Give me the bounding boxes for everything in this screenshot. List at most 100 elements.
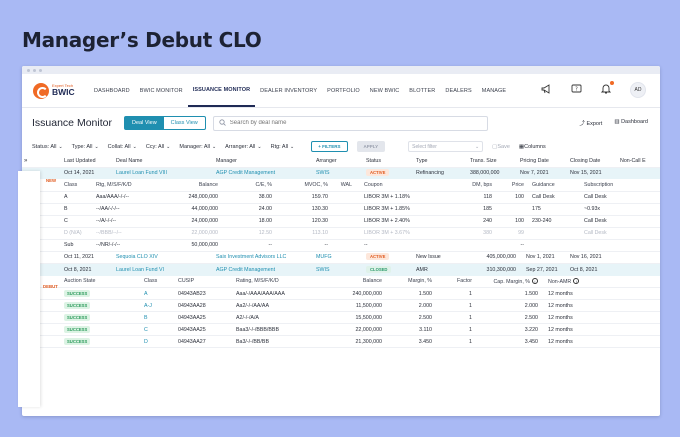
columns-icon: ▦ bbox=[518, 143, 525, 150]
save-button[interactable]: ▢ Save bbox=[492, 143, 510, 150]
class-view-button[interactable]: Class View bbox=[170, 120, 198, 126]
deal1-classes-table: Class Rtg, M/S/F/K/D Balance C/E, % MVOC… bbox=[22, 179, 660, 252]
expand-all-icon[interactable]: » bbox=[22, 155, 40, 168]
chevron-down-icon: ⌄ bbox=[166, 143, 171, 150]
class-link[interactable]: B bbox=[142, 311, 176, 324]
nav-issuance-monitor[interactable]: ISSUANCE MONITOR bbox=[187, 74, 256, 107]
class-link[interactable]: C bbox=[142, 323, 176, 336]
filter-bar: Status: All ⌄ Type: All ⌄ Collat: All ⌄ Ccy… bbox=[22, 138, 660, 155]
nav-dealers[interactable]: DEALERS bbox=[445, 87, 472, 94]
status-badge: SUCCESS bbox=[64, 289, 91, 297]
manager-link[interactable]: Saix Investment Advisors LLC bbox=[214, 251, 314, 264]
status-badge: SUCCESS bbox=[64, 325, 91, 333]
col-trans-size[interactable]: Trans. Size bbox=[468, 155, 518, 168]
class-link[interactable]: D bbox=[142, 335, 176, 348]
highlight-strip bbox=[18, 171, 40, 407]
class-row: D (N/A) --/BBB/--/-- 22,000,000 12.50 113.10… bbox=[22, 227, 660, 240]
select-filter-dropdown[interactable]: Select filter ⌄ bbox=[408, 141, 484, 152]
col-manager[interactable]: Manager bbox=[214, 155, 314, 168]
arranger-link[interactable]: MUFG bbox=[314, 251, 364, 264]
manager-link[interactable]: AGP Credit Management bbox=[214, 263, 314, 276]
columns-button[interactable]: ▦ Columns bbox=[518, 143, 546, 150]
logo[interactable]: Expert Tech BWIC bbox=[33, 82, 89, 99]
manager-link[interactable]: AGP Credit Management bbox=[214, 167, 314, 179]
table-row[interactable]: ⌄ Oct 8, 2021 Laurel Loan Fund VI AGP Cr… bbox=[22, 263, 660, 276]
chart-icon: ▥ bbox=[614, 119, 622, 125]
apply-button[interactable]: APPLY bbox=[356, 141, 386, 152]
filter-arranger[interactable]: Arranger: All ⌄ bbox=[225, 143, 262, 150]
class-row: SUCCESS B 04943AA25 A2/-/-/A/A 15,500,000 2.5… bbox=[22, 311, 660, 324]
class-row: C --/A/-/-/-- 24,000,000 18.00 120.30 LIBOR 3… bbox=[22, 215, 660, 228]
title-row: Issuance Monitor Deal View Class View ⤴ … bbox=[22, 108, 660, 138]
class-link[interactable]: A-J bbox=[142, 299, 176, 312]
filter-status[interactable]: Status: All ⌄ bbox=[32, 143, 63, 150]
info-icon[interactable]: i bbox=[573, 277, 580, 284]
chevron-down-icon: ⌄ bbox=[132, 143, 137, 150]
class-row: SUCCESS C 04943AA25 Baa3/-/-/BBB/BBB 22,000,… bbox=[22, 323, 660, 336]
status-badge: SUCCESS bbox=[64, 337, 91, 345]
export-icon: ⤴ bbox=[579, 121, 587, 127]
col-type[interactable]: Type bbox=[414, 155, 468, 168]
filter-rtg[interactable]: Rtg: All ⌄ bbox=[270, 143, 295, 150]
filter-ccy[interactable]: Ccy: All ⌄ bbox=[145, 143, 171, 150]
nav-items: DASHBOARD BWIC MONITOR ISSUANCE MONITOR … bbox=[89, 74, 511, 107]
deal3-classes-table: Auction State Class CUSIP Rating, M/S/F/… bbox=[22, 275, 660, 348]
logo-large-text: BWIC bbox=[52, 87, 75, 98]
deal-view-button[interactable]: Deal View bbox=[125, 117, 164, 129]
table-header: » Last Updated Deal Name Manager Arrange… bbox=[22, 155, 660, 168]
top-nav: Expert Tech BWIC DASHBOARD BWIC MONITOR … bbox=[22, 74, 660, 108]
deal-link[interactable]: Laurel Loan Fund VI bbox=[114, 263, 214, 276]
chevron-down-icon: ⌄ bbox=[257, 143, 262, 150]
class-row: A Aaa/AAA/-/-/-- 248,000,000 38.00 159.70 LIB… bbox=[22, 191, 660, 204]
view-toggle: Deal View Class View bbox=[124, 116, 206, 130]
add-filters-button[interactable]: + FILTERS bbox=[311, 141, 348, 152]
filter-manager[interactable]: Manager: All ⌄ bbox=[179, 143, 217, 150]
deals-table-cont: › Oct 11, 2021 Sequoia CLO XIV Saix Inve… bbox=[22, 251, 660, 276]
col-arranger[interactable]: Arranger bbox=[314, 155, 364, 168]
col-closing-date[interactable]: Closing Date bbox=[568, 155, 618, 168]
col-last-updated[interactable]: Last Updated bbox=[62, 155, 114, 168]
window-chrome bbox=[22, 66, 660, 74]
status-badge: ACTIVE bbox=[366, 253, 390, 261]
col-status[interactable]: Status bbox=[364, 155, 414, 168]
col-non-call[interactable]: Non-Call E bbox=[618, 155, 660, 168]
help-chat-icon[interactable]: ? bbox=[571, 84, 582, 97]
nav-new-bwic[interactable]: NEW BWIC bbox=[369, 87, 400, 94]
nav-dealer-inventory[interactable]: DEALER INVENTORY bbox=[260, 87, 318, 94]
nav-portfolio[interactable]: PORTFOLIO bbox=[327, 87, 360, 94]
svg-text:?: ? bbox=[575, 86, 578, 92]
info-icon[interactable]: i bbox=[532, 277, 538, 284]
col-pricing-date[interactable]: Pricing Date bbox=[518, 155, 568, 168]
class-row: B --/AA/-/-/-- 44,000,000 24.00 130.30 LIBOR … bbox=[22, 203, 660, 216]
arranger-link[interactable]: SWIS bbox=[314, 167, 364, 179]
nav-bwic-monitor[interactable]: BWIC MONITOR bbox=[139, 87, 183, 94]
arranger-link[interactable]: SWIS bbox=[314, 263, 364, 276]
class-row: SUCCESS A-J 04943AA28 Aa2/-/-/AA/AA 11,500,0… bbox=[22, 299, 660, 312]
notification-dot bbox=[610, 81, 614, 85]
nav-dashboard[interactable]: DASHBOARD bbox=[94, 87, 130, 94]
filter-collat[interactable]: Collat: All ⌄ bbox=[107, 143, 137, 150]
class-link[interactable]: A bbox=[142, 287, 176, 300]
avatar[interactable]: AD bbox=[630, 82, 646, 98]
nav-manage[interactable]: MANAGE bbox=[481, 87, 507, 94]
search-icon bbox=[219, 118, 226, 128]
nav-blotter[interactable]: BLOTTER bbox=[409, 87, 436, 94]
deal-link[interactable]: Sequoia CLO XIV bbox=[114, 251, 214, 264]
deal-link[interactable]: Laurel Loan Fund VIII bbox=[114, 167, 214, 179]
logo-icon bbox=[33, 82, 49, 99]
status-badge: CLOSED bbox=[366, 265, 392, 273]
bell-icon[interactable] bbox=[600, 81, 614, 97]
table-row[interactable]: › Oct 11, 2021 Sequoia CLO XIV Saix Inve… bbox=[22, 251, 660, 264]
table-row[interactable]: ⌄ Oct 14, 2021 Laurel Loan Fund VIII AGP… bbox=[22, 167, 660, 179]
export-button[interactable]: ⤴ Export bbox=[579, 121, 603, 127]
filter-type[interactable]: Type: All ⌄ bbox=[71, 143, 99, 150]
chevron-down-icon: ⌄ bbox=[58, 143, 63, 150]
class-row: SUCCESS A 04943AB23 Aaa/-/AAA/AAA/AAA 240,00… bbox=[22, 287, 660, 300]
chevron-down-icon: ⌄ bbox=[211, 143, 217, 150]
page-title: Issuance Monitor bbox=[32, 117, 112, 129]
megaphone-icon[interactable] bbox=[541, 83, 552, 97]
search-input[interactable] bbox=[229, 120, 470, 126]
dashboard-button[interactable]: ▥ Dashboard bbox=[614, 119, 648, 125]
col-deal-name[interactable]: Deal Name bbox=[114, 155, 214, 168]
save-icon: ▢ bbox=[492, 143, 498, 150]
